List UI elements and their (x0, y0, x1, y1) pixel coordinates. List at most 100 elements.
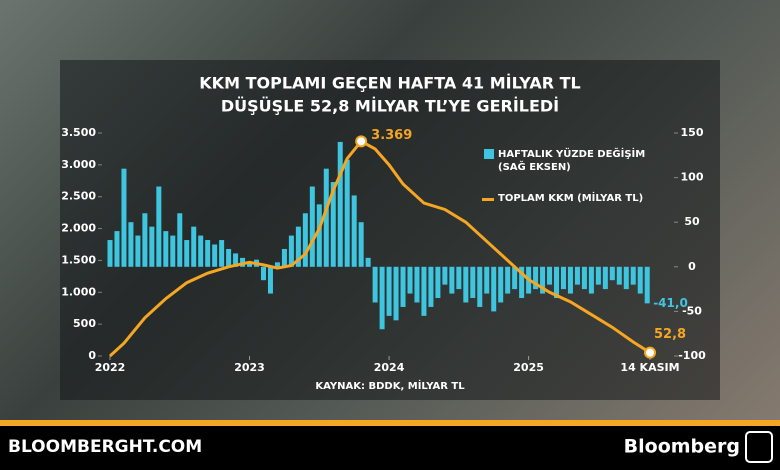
point (355, 135, 368, 148)
bar (400, 266, 406, 307)
bar (114, 231, 120, 267)
legend-label: TOPLAM KKM (MİLYAR TL) (498, 193, 644, 204)
bar (386, 266, 392, 316)
x-tick-label: 2023 (234, 361, 265, 374)
bar (379, 266, 385, 330)
x-tick-label: 2025 (513, 361, 544, 374)
bar (477, 266, 483, 307)
y-tick-label: 3.500 (61, 126, 96, 139)
bar (574, 266, 580, 285)
bar (533, 266, 539, 290)
bar (107, 240, 113, 267)
bar (281, 248, 287, 267)
bar (177, 213, 183, 267)
bar (602, 266, 608, 290)
bar (609, 266, 615, 281)
bar (644, 266, 650, 304)
point (644, 346, 656, 359)
bar (219, 240, 225, 267)
bar (428, 266, 434, 307)
footer-site: BLOOMBERGHT.COM (8, 437, 202, 457)
value-label: 3.369 (371, 128, 412, 143)
bar (554, 266, 560, 299)
bar (442, 266, 448, 285)
bar (435, 266, 441, 299)
y2-tick-label: 100 (681, 171, 704, 184)
bar (547, 266, 553, 285)
bar (316, 204, 322, 267)
bar (630, 266, 636, 285)
chart-title: KKM TOPLAMI GEÇEN HAFTA 41 MİLYAR TL (199, 74, 580, 93)
bar (449, 266, 455, 294)
bar (456, 266, 462, 290)
chart-panel (60, 60, 720, 400)
bar (512, 266, 518, 290)
x-tick-label: 2024 (374, 361, 405, 374)
bar (588, 266, 594, 294)
legend-line: TOPLAM KKM (MİLYAR TL) (482, 192, 648, 205)
bar (233, 253, 239, 267)
bar (519, 266, 525, 299)
source: KAYNAK: BDDK, MİLYAR TL (315, 378, 465, 392)
legend-label: HAFTALIK YÜZDE DEĞİŞİM (SAĞ EKSEN) (498, 149, 646, 173)
y-tick-label: 0 (88, 349, 96, 362)
bar (198, 235, 204, 267)
bar (121, 168, 127, 267)
bar (323, 168, 329, 267)
bar (205, 240, 211, 267)
bar (337, 141, 343, 267)
x-tick-label: 2022 (95, 361, 126, 374)
y2-tick-label: -50 (682, 304, 702, 317)
bar (156, 186, 162, 267)
legend-swatch (484, 149, 494, 159)
bar (267, 266, 273, 294)
bar (170, 235, 176, 267)
brand-icon (745, 431, 773, 463)
bar (358, 222, 364, 267)
bar (163, 231, 169, 267)
bar (365, 257, 371, 267)
bar (247, 262, 253, 267)
bar (407, 266, 413, 294)
bar (260, 266, 266, 281)
bar (414, 266, 420, 303)
y2-tick-label: 150 (681, 126, 704, 139)
bar (288, 235, 294, 267)
bar (351, 195, 357, 267)
bar (226, 248, 232, 267)
chart-title: DÜŞÜŞLE 52,8 MİLYAR TL’YE GERİLEDİ (221, 97, 559, 116)
bar (330, 182, 336, 267)
bar (560, 266, 566, 290)
bar (393, 266, 399, 321)
y-tick-label: 1.000 (61, 285, 96, 298)
bar (149, 226, 155, 267)
bar (212, 244, 218, 267)
bar (309, 186, 315, 267)
bar (498, 266, 504, 303)
y-tick-label: 1.500 (61, 253, 96, 266)
y-tick-label: 2.500 (61, 190, 96, 203)
bar (505, 266, 511, 294)
bar (372, 266, 378, 303)
bar (295, 226, 301, 267)
footer (0, 426, 780, 470)
bar (274, 262, 280, 267)
bar (142, 213, 148, 267)
bar (540, 266, 546, 294)
y2-tick-label: 0 (688, 260, 696, 273)
value-label: 52,8 (654, 327, 686, 342)
footer-stripe (0, 420, 780, 426)
bar (135, 235, 141, 267)
bar (637, 266, 643, 294)
x-tick-label: 14 KASIM (620, 361, 679, 374)
y2-tick-label: -100 (678, 349, 706, 362)
bar (491, 266, 497, 312)
bar (581, 266, 587, 290)
bar (302, 213, 308, 267)
bar (616, 266, 622, 285)
y2-tick-label: 50 (684, 215, 700, 228)
bar (470, 266, 476, 299)
bar (623, 266, 629, 290)
legend-swatch (482, 198, 494, 201)
